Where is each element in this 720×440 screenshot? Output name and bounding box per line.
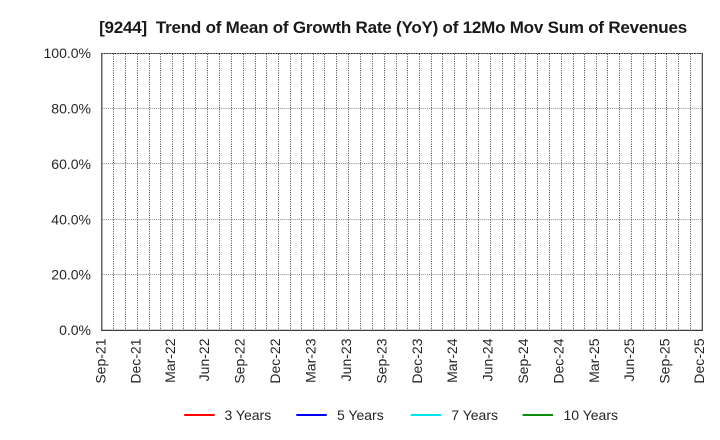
svg-text:Dec-24: Dec-24 (550, 338, 566, 383)
svg-text:Sep-25: Sep-25 (657, 338, 673, 383)
svg-text:3 Years: 3 Years (225, 407, 272, 423)
svg-text:40.0%: 40.0% (51, 211, 91, 227)
svg-text:5 Years: 5 Years (337, 407, 384, 423)
svg-text:20.0%: 20.0% (51, 267, 91, 283)
svg-text:Mar-24: Mar-24 (444, 338, 460, 383)
svg-text:Sep-24: Sep-24 (515, 338, 531, 383)
svg-text:60.0%: 60.0% (51, 156, 91, 172)
svg-text:10 Years: 10 Years (564, 407, 619, 423)
svg-text:Mar-25: Mar-25 (586, 338, 602, 383)
svg-text:Sep-23: Sep-23 (373, 338, 389, 383)
svg-text:7 Years: 7 Years (451, 407, 498, 423)
svg-text:Mar-22: Mar-22 (162, 338, 178, 383)
svg-text:Dec-25: Dec-25 (691, 338, 707, 383)
svg-text:Dec-23: Dec-23 (409, 338, 425, 383)
svg-text:Jun-25: Jun-25 (621, 338, 637, 381)
svg-text:Dec-22: Dec-22 (267, 338, 283, 383)
svg-text:0.0%: 0.0% (59, 322, 91, 338)
svg-text:100.0%: 100.0% (44, 45, 91, 61)
svg-text:Sep-21: Sep-21 (93, 338, 109, 383)
svg-text:80.0%: 80.0% (51, 101, 91, 117)
svg-text:Jun-24: Jun-24 (480, 338, 496, 381)
svg-text:Jun-22: Jun-22 (196, 338, 212, 381)
svg-text:Dec-21: Dec-21 (127, 338, 143, 383)
svg-text:Jun-23: Jun-23 (338, 338, 354, 381)
svg-text:Sep-22: Sep-22 (232, 338, 248, 383)
svg-text:Mar-23: Mar-23 (302, 338, 318, 383)
